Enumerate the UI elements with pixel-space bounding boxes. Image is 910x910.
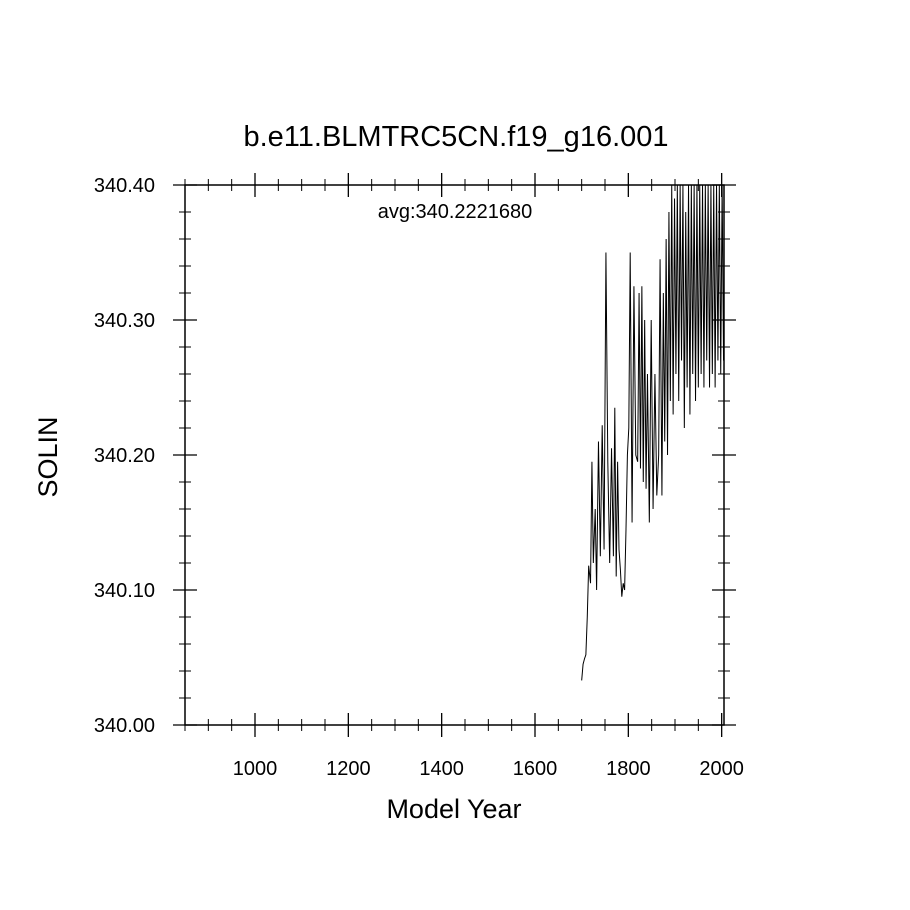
x-tick-label: 1200 <box>326 758 371 780</box>
y-tick-label: 340.20 <box>94 445 155 467</box>
x-tick-label: 1000 <box>233 758 278 780</box>
x-axis-label: Model Year <box>386 794 521 824</box>
series-line-solin <box>581 185 724 681</box>
y-tick-label: 340.40 <box>94 175 155 197</box>
y-tick-label: 340.10 <box>94 580 155 602</box>
x-tick-label: 1600 <box>513 758 558 780</box>
y-tick-label: 340.00 <box>94 715 155 737</box>
x-axis: 1000 1200 1400 1600 1800 2000 <box>184 173 744 780</box>
x-tick-label: 2000 <box>699 758 744 780</box>
x-tick-label: 1400 <box>419 758 464 780</box>
y-axis-label: SOLIN <box>33 416 63 497</box>
y-tick-label: 340.30 <box>94 310 155 332</box>
y-axis: 340.00 340.10 340.20 340.30 340.40 <box>94 175 736 737</box>
average-annotation: avg:340.2221680 <box>378 201 533 223</box>
chart-title: b.e11.BLMTRC5CN.f19_g16.001 <box>243 121 668 153</box>
x-tick-label: 1800 <box>606 758 651 780</box>
